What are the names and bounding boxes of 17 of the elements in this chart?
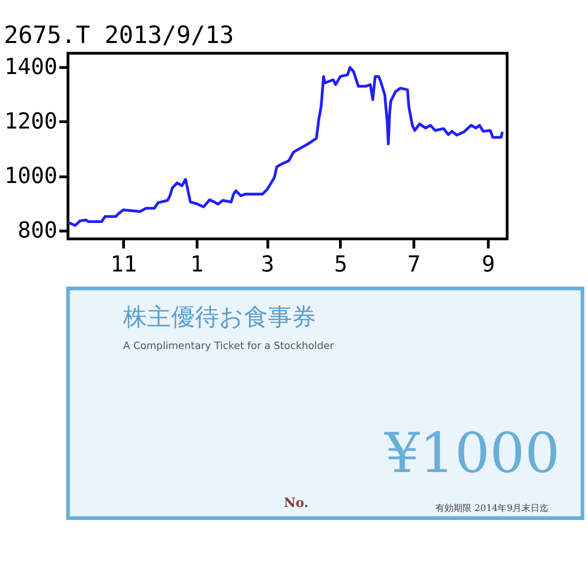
y-tick-label: 800 (18, 218, 58, 244)
chart-title: 2675.T 2013/9/13 (4, 21, 234, 50)
x-tick-label: 7 (407, 252, 421, 278)
line-series (66, 66, 504, 227)
x-tick-label: 11 (110, 252, 137, 278)
x-tick-label: 9 (482, 252, 496, 278)
text: 株主優待お食事券 (122, 303, 316, 332)
text: 有効期限 2014年9月末日迄 (435, 502, 549, 514)
text: A Complimentary Ticket for a Stockholder (123, 341, 335, 352)
y-tick-label: 1400 (4, 54, 58, 80)
y-tick-label: 1200 (4, 109, 58, 134)
x-tick-label: 1 (190, 252, 204, 278)
x-tick-label: 3 (260, 252, 274, 278)
text: No. (284, 496, 308, 512)
x-tick-label: 5 (334, 252, 348, 278)
text: ¥1000 (384, 421, 560, 486)
y-tick-label: 1000 (4, 164, 58, 189)
